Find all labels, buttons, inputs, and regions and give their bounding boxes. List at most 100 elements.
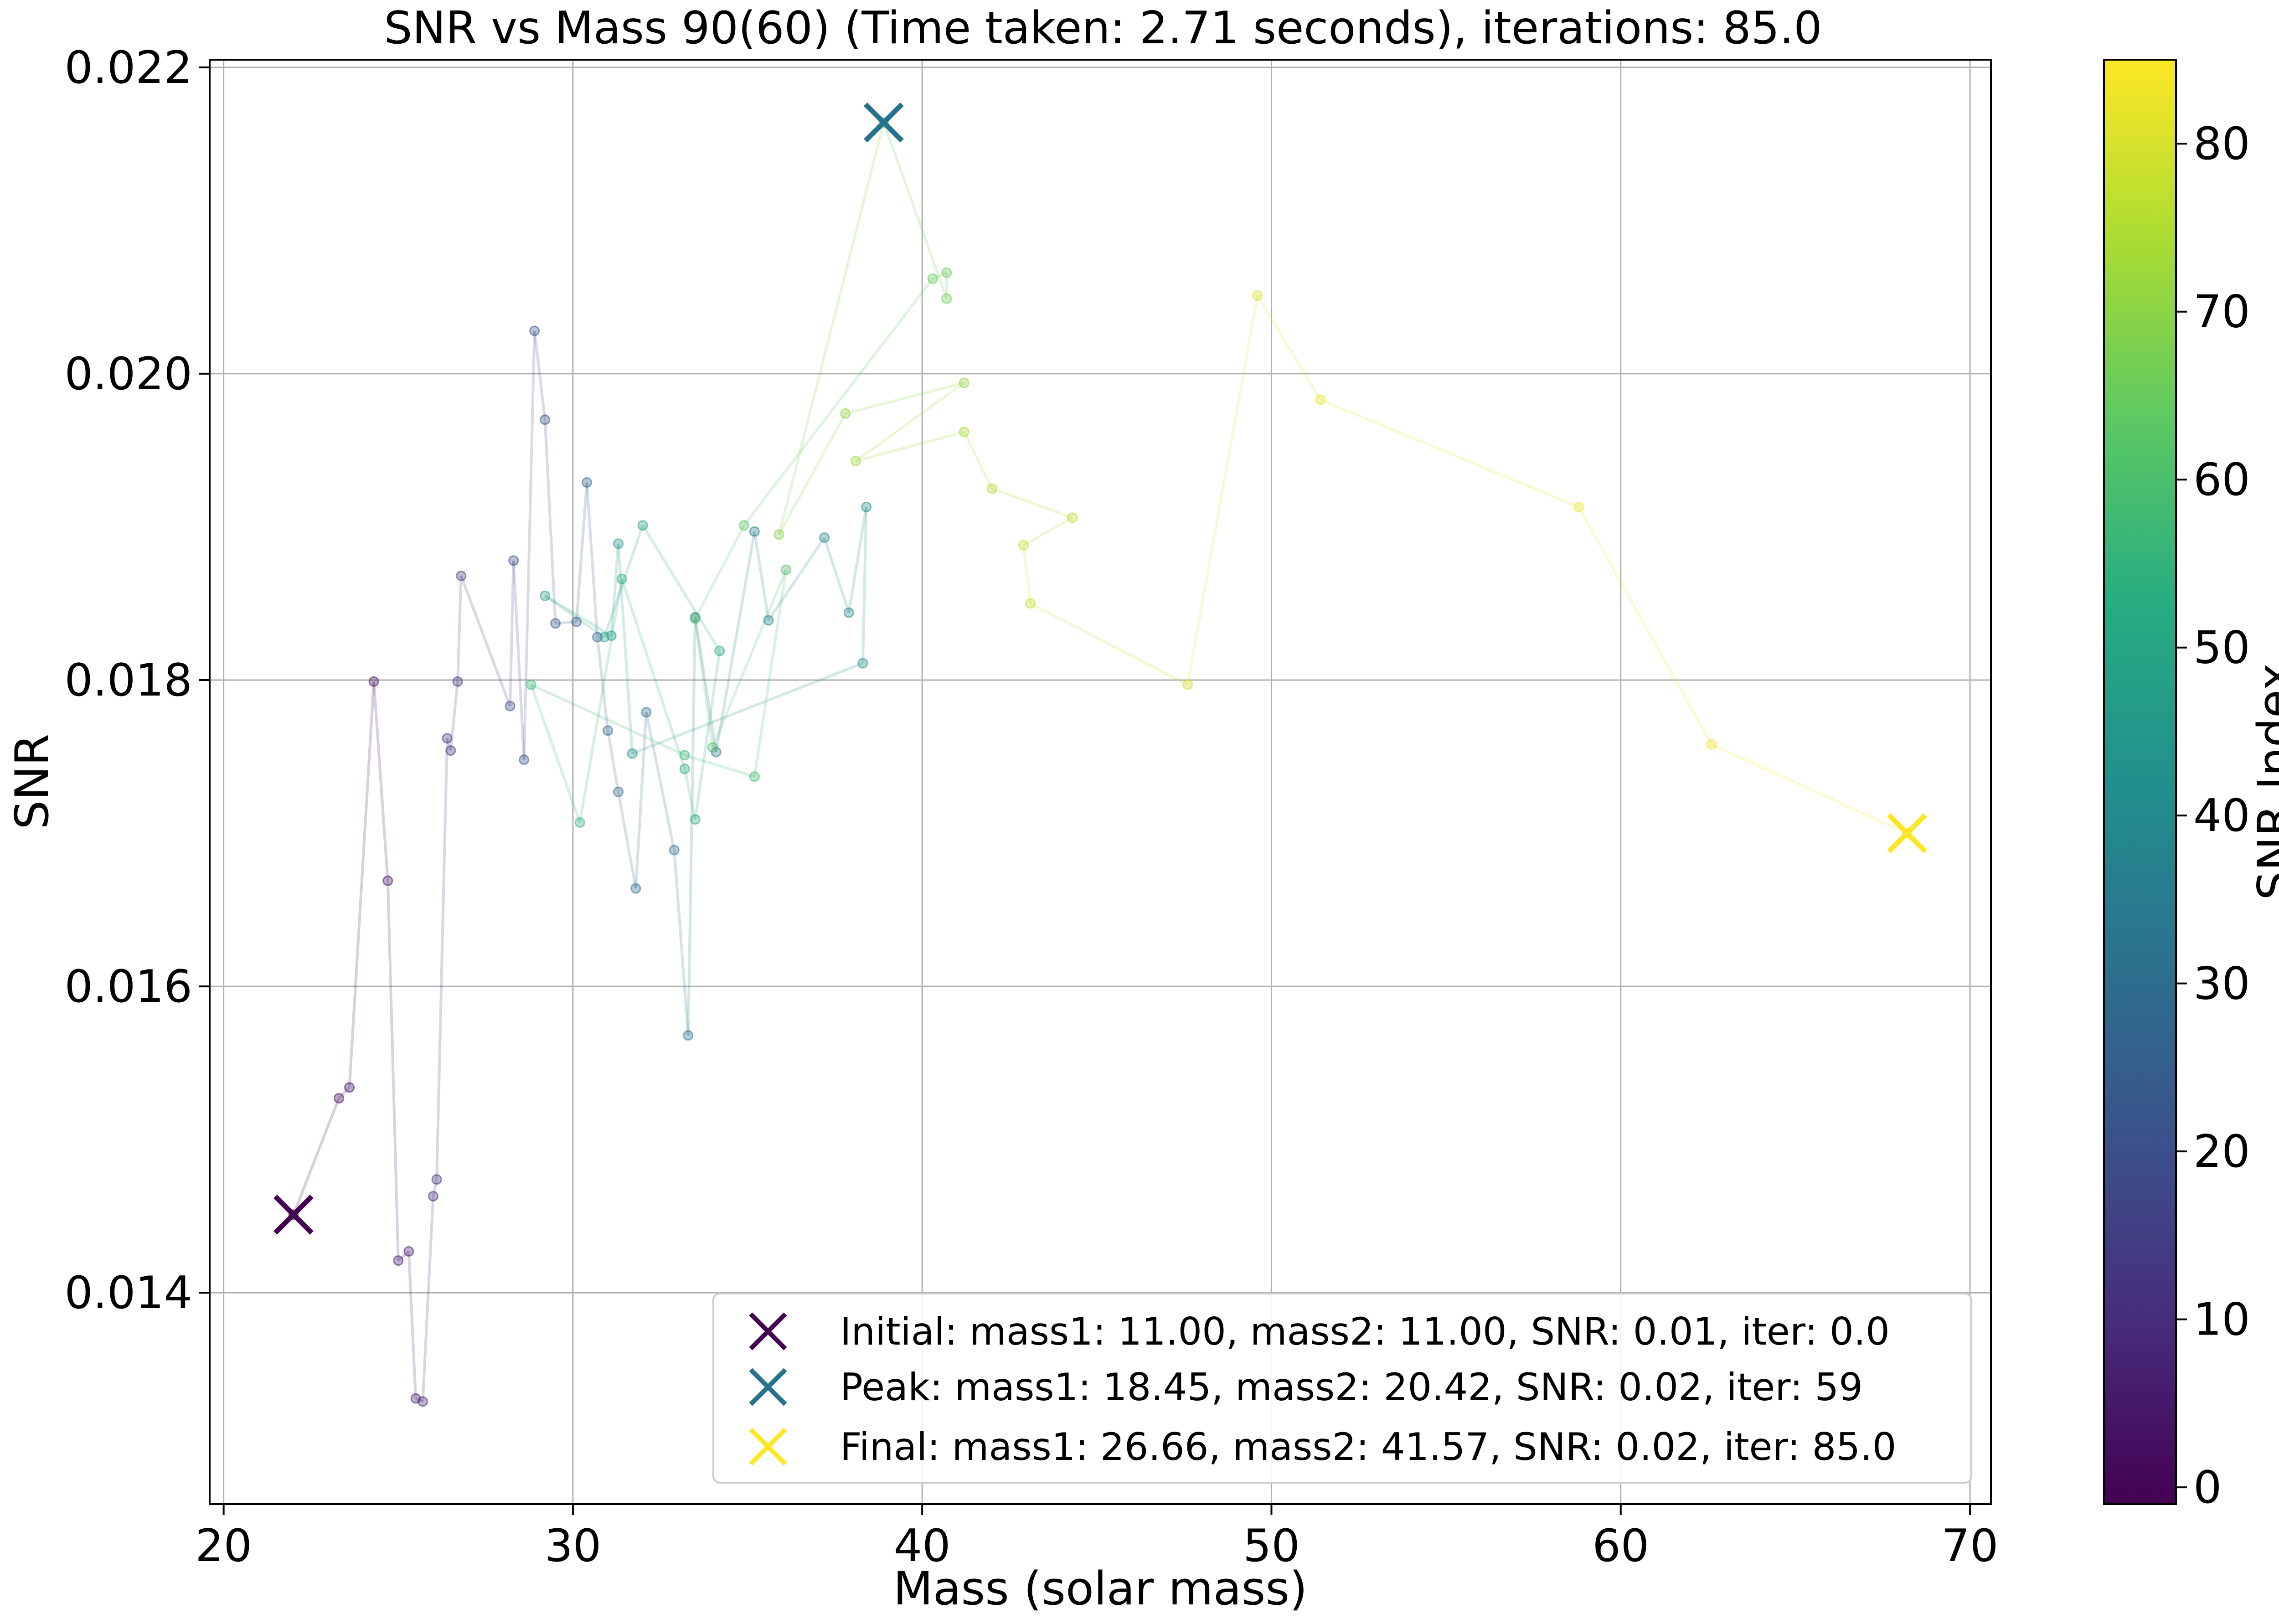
trajectory-segment (753, 531, 770, 621)
trajectory-segment (530, 684, 582, 823)
trajectory-point (613, 786, 624, 797)
trajectory-point (763, 615, 774, 626)
trajectory-point (738, 520, 749, 531)
trajectory-segment (694, 619, 714, 748)
trajectory-point (857, 658, 868, 669)
trajectory-segment (882, 122, 948, 299)
x-tick-label: 40 (894, 1520, 951, 1572)
trajectory-point (641, 707, 652, 718)
y-axis-ticks: 0.014 0.016 0.018 0.020 0.022 (64, 42, 210, 1319)
trajectory-segment (634, 712, 648, 889)
trajectory-segment (372, 681, 389, 881)
trajectory-point (1067, 512, 1078, 523)
trajectory-point (505, 701, 516, 711)
y-tick-label: 0.016 (64, 961, 192, 1013)
trajectory-segment (1256, 294, 1322, 401)
legend-final-x-icon (749, 1428, 787, 1466)
trajectory-point (519, 754, 530, 765)
peak-marker (864, 102, 904, 143)
colorbar-gradient (2103, 59, 2177, 1505)
plot-area (209, 59, 1992, 1505)
legend-peak-x-icon (749, 1368, 787, 1406)
trajectory-point (540, 414, 551, 425)
trajectory-point (574, 817, 585, 828)
trajectory-point (630, 883, 641, 894)
legend-entry-final: Final: mass1: 26.66, mass2: 41.57, SNR: … (749, 1425, 1896, 1469)
trajectory-segment (348, 681, 376, 1088)
legend-final-label: Final: mass1: 26.66, mass2: 41.57, SNR: … (840, 1425, 1896, 1469)
colorbar-tick-label: 20 (2193, 1126, 2250, 1178)
trajectory-point (1018, 540, 1029, 551)
trajectory-point (986, 483, 997, 494)
trajectory-segment (932, 271, 948, 280)
trajectory-point (1315, 394, 1326, 405)
trajectory-segment (694, 525, 746, 619)
legend-box (712, 1293, 1972, 1484)
trajectory-point (334, 1093, 345, 1103)
trajectory-segment (1578, 506, 1713, 745)
y-axis-label: SNR (5, 734, 59, 830)
trajectory-segment (991, 487, 1073, 519)
trajectory-segment (645, 711, 676, 851)
trajectory-point (851, 455, 861, 466)
legend-initial-label: Initial: mass1: 11.00, mass2: 11.00, SNR… (840, 1310, 1890, 1354)
trajectory-point (431, 1174, 442, 1185)
trajectory-point (959, 377, 969, 388)
trajectory-segment (1711, 743, 1908, 835)
trajectory-point (627, 748, 638, 759)
y-tick-label: 0.020 (64, 348, 192, 400)
trajectory-segment (407, 1251, 418, 1399)
trajectory-segment (603, 525, 645, 638)
colorbar-tick-label: 70 (2193, 286, 2250, 338)
trajectory-point (571, 616, 582, 627)
trajectory-segment (778, 412, 847, 536)
trajectory-segment (684, 753, 755, 778)
legend-peak-label: Peak: mass1: 18.45, mass2: 20.42, SNR: 0… (840, 1365, 1863, 1409)
trajectory-segment (292, 1098, 340, 1215)
trajectory-point (959, 427, 969, 438)
trajectory-segment (686, 617, 697, 1036)
trajectory-segment (533, 330, 547, 420)
trajectory-segment (397, 1250, 410, 1262)
trajectory-point (613, 538, 624, 549)
trajectory-segment (963, 431, 994, 490)
trajectory-segment (743, 278, 934, 526)
trajectory-point (603, 725, 614, 736)
trajectory-points (288, 117, 1913, 1407)
colorbar-tick-label: 80 (2193, 118, 2250, 170)
trajectory-segment (543, 419, 557, 624)
trajectory-point (707, 742, 718, 753)
trajectory-point (941, 267, 952, 278)
trajectory-segment (544, 594, 612, 637)
trajectory-point (683, 1030, 694, 1041)
trajectory-point (344, 1082, 355, 1093)
y-tick-label: 0.022 (64, 42, 192, 94)
trajectory-point (582, 477, 593, 488)
trajectory-segment (456, 576, 463, 682)
legend-entry-initial: Initial: mass1: 11.00, mass2: 11.00, SNR… (749, 1310, 1890, 1354)
x-tick-label: 30 (545, 1520, 602, 1572)
trajectory-point (861, 501, 872, 512)
colorbar-tick-label: 10 (2193, 1294, 2250, 1346)
grid-lines (210, 60, 1991, 1504)
trajectory-point (840, 408, 851, 419)
trajectory-segment (711, 569, 788, 748)
trajectory-point (529, 325, 540, 336)
trajectory-segment (847, 506, 868, 613)
trajectory-point (428, 1191, 438, 1202)
initial-marker (273, 1194, 314, 1235)
marker-stroke (1887, 813, 1927, 853)
trajectory-point (941, 293, 952, 304)
trajectory-segment (1022, 516, 1073, 546)
x-tick-label: 20 (195, 1520, 252, 1572)
trajectory-point (749, 526, 760, 537)
colorbar-tick-label: 60 (2193, 454, 2250, 506)
trajectory-segment (544, 594, 605, 639)
trajectory-point (714, 645, 725, 656)
trajectory-point (1252, 290, 1263, 301)
trajectory-point (780, 564, 791, 575)
trajectory-segment (641, 525, 721, 652)
colorbar-tick-label: 40 (2193, 790, 2250, 842)
trajectory-segment (432, 1179, 438, 1197)
trajectory-segment (522, 330, 536, 760)
